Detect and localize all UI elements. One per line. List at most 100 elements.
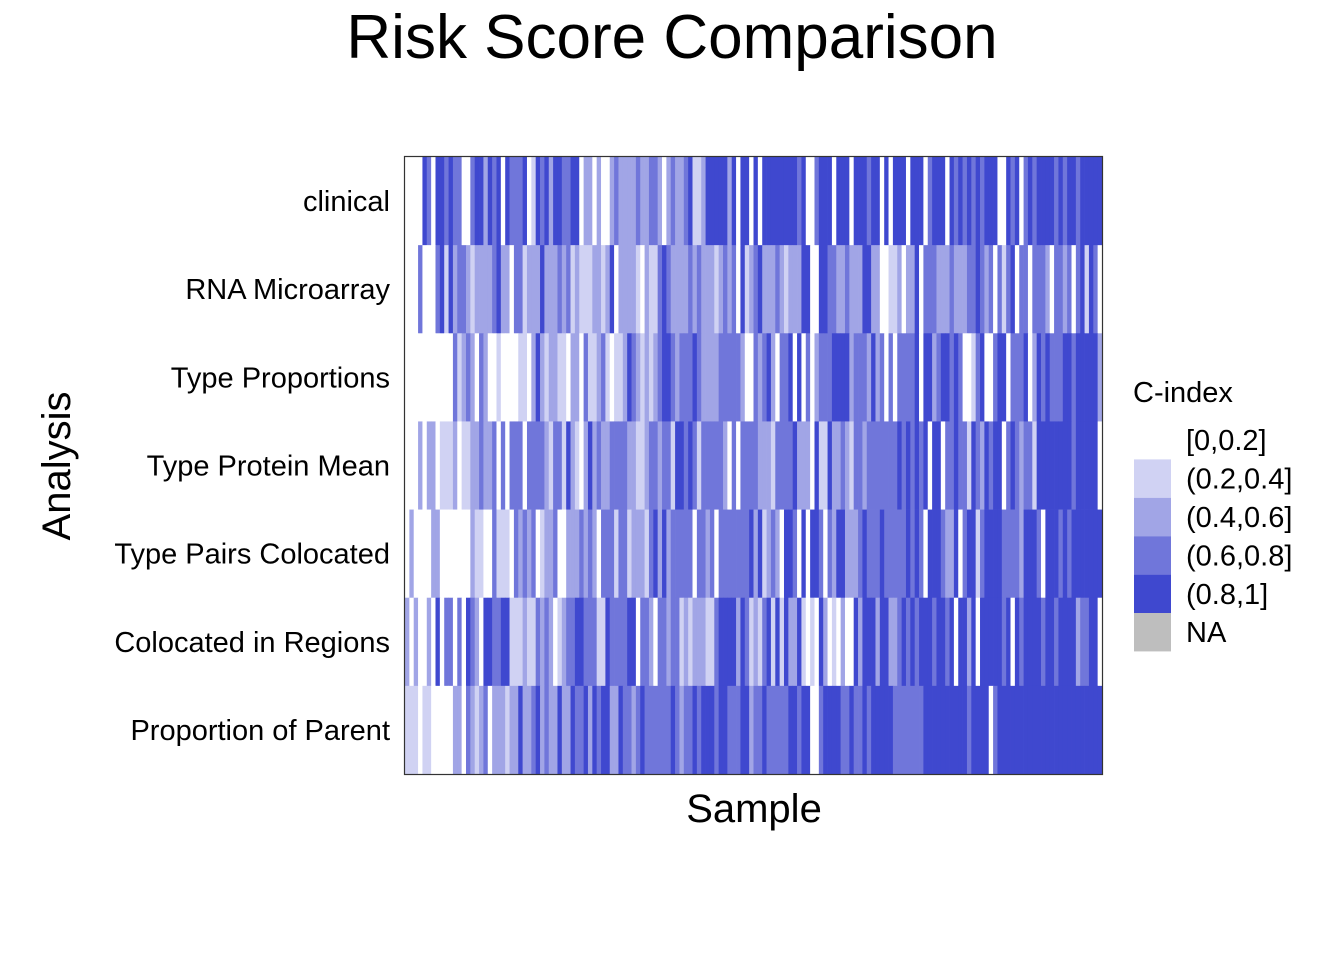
heatmap-cell xyxy=(945,157,950,246)
heatmap-cell xyxy=(566,333,571,422)
heatmap-cell xyxy=(492,685,497,775)
heatmap-cell xyxy=(596,421,602,510)
heatmap-cell xyxy=(579,597,584,687)
heatmap-cell xyxy=(783,509,789,599)
heatmap-cell xyxy=(653,597,659,687)
heatmap-cell xyxy=(945,685,950,775)
heatmap-cell xyxy=(949,597,955,687)
heatmap-cell xyxy=(1041,597,1046,687)
heatmap-cell xyxy=(1041,157,1046,246)
heatmap-cell xyxy=(670,509,676,599)
heatmap-cell xyxy=(483,245,489,334)
heatmap-cell xyxy=(509,245,515,334)
heatmap-cell xyxy=(1019,685,1024,775)
heatmap-cell xyxy=(1014,333,1020,422)
heatmap-cell xyxy=(875,421,881,510)
heatmap-cell xyxy=(936,421,942,510)
heatmap-cell xyxy=(483,421,489,510)
heatmap-cell xyxy=(984,597,990,687)
heatmap-cell xyxy=(1054,597,1059,687)
heatmap-cell xyxy=(1006,597,1011,687)
heatmap-cell xyxy=(679,597,685,687)
heatmap-cell xyxy=(548,421,554,510)
heatmap-cell xyxy=(757,333,763,422)
heatmap-cell xyxy=(544,685,550,775)
heatmap-cell xyxy=(1006,245,1011,334)
heatmap-cell xyxy=(509,597,515,687)
heatmap-cell xyxy=(766,509,772,599)
heatmap-cell xyxy=(548,685,554,775)
heatmap-cell xyxy=(953,597,959,687)
heatmap-cell xyxy=(635,509,641,599)
heatmap-cell xyxy=(1041,509,1046,599)
heatmap-cell xyxy=(418,421,423,510)
heatmap-cell xyxy=(465,685,471,775)
heatmap-cell xyxy=(945,597,950,687)
heatmap-cell xyxy=(762,685,767,775)
heatmap-cell xyxy=(1041,685,1046,775)
heatmap-cell xyxy=(940,157,946,246)
heatmap-cell xyxy=(1084,685,1090,775)
heatmap-cell xyxy=(783,245,789,334)
heatmap-cell xyxy=(810,333,815,422)
heatmap-cell xyxy=(727,245,733,334)
heatmap-cell xyxy=(853,597,859,687)
heatmap-cell xyxy=(548,157,554,246)
heatmap-cell xyxy=(1075,421,1081,510)
heatmap-cell xyxy=(657,421,663,510)
heatmap-cell xyxy=(1001,685,1007,775)
heatmap-cell xyxy=(1006,157,1011,246)
heatmap-cell xyxy=(823,157,828,246)
heatmap-cell xyxy=(557,597,563,687)
heatmap-cell xyxy=(945,333,950,422)
heatmap-cell xyxy=(823,245,828,334)
heatmap-cell xyxy=(579,509,584,599)
heatmap-cell xyxy=(905,421,911,510)
heatmap-cell xyxy=(692,333,698,422)
heatmap-cell xyxy=(753,509,759,599)
heatmap-cell xyxy=(583,157,589,246)
heatmap-cell xyxy=(966,685,972,775)
heatmap-cell xyxy=(605,421,611,510)
heatmap-cell xyxy=(1088,685,1094,775)
heatmap-cell xyxy=(888,509,894,599)
heatmap-cell xyxy=(984,157,990,246)
heatmap-cell xyxy=(418,333,423,422)
heatmap-cell xyxy=(727,685,733,775)
heatmap-cell xyxy=(548,245,554,334)
heatmap-cell xyxy=(849,685,855,775)
heatmap-cell xyxy=(958,421,963,510)
heatmap-cell xyxy=(749,333,754,422)
heatmap-cell xyxy=(1023,597,1029,687)
x-axis-title: Sample xyxy=(686,787,822,831)
heatmap-cell xyxy=(783,421,789,510)
heatmap-cell xyxy=(871,245,876,334)
heatmap-cell xyxy=(431,333,436,422)
heatmap-cell xyxy=(949,245,955,334)
heatmap-cell xyxy=(827,157,833,246)
heatmap-cell xyxy=(461,509,467,599)
heatmap-cell xyxy=(810,597,815,687)
heatmap-cell xyxy=(640,421,645,510)
heatmap-cell xyxy=(762,245,767,334)
heatmap-cell xyxy=(683,597,689,687)
heatmap-cell xyxy=(862,685,868,775)
heatmap-cell xyxy=(666,597,672,687)
heatmap-cell xyxy=(723,333,728,422)
heatmap-cell xyxy=(1080,509,1085,599)
heatmap-cell xyxy=(766,333,772,422)
heatmap-cell xyxy=(1036,157,1042,246)
heatmap-cell xyxy=(1001,157,1007,246)
heatmap-cell xyxy=(1049,157,1055,246)
heatmap-cell xyxy=(731,685,737,775)
heatmap-cell xyxy=(622,333,628,422)
heatmap-cell xyxy=(927,157,933,246)
heatmap-cell xyxy=(614,685,619,775)
heatmap-cell xyxy=(653,157,659,246)
heatmap-cell xyxy=(535,421,541,510)
heatmap-cell xyxy=(544,509,550,599)
heatmap-cell xyxy=(500,597,506,687)
heatmap-cell xyxy=(557,245,563,334)
heatmap-cell xyxy=(980,597,985,687)
heatmap-cell xyxy=(723,597,728,687)
